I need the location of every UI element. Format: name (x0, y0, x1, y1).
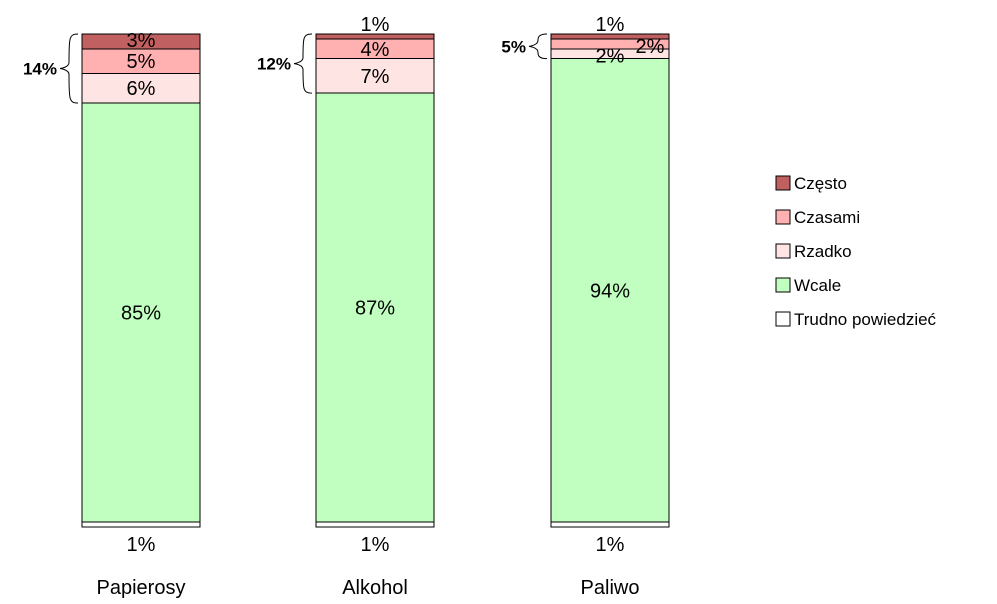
legend-swatch-trudno-powiedziec (775, 311, 791, 327)
legend-label-wcale: Wcale (794, 276, 841, 295)
data-label-czasami-papierosy: 5% (127, 51, 156, 73)
brace-total-paliwo: 5% (501, 37, 526, 56)
bar-segment-czesto-alkohol (315, 33, 435, 40)
legend-swatch-czasami (775, 209, 791, 225)
bar-segment-wcale-alkohol (315, 92, 435, 523)
brace-layer: 14% 12% 5% (23, 33, 548, 104)
data-label-wcale-papierosy: 85% (121, 303, 161, 325)
category-label-alkohol: Alkohol (342, 577, 408, 599)
data-label-czesto-alkohol: 1% (361, 14, 390, 36)
data-label-rzadko-papierosy: 6% (127, 78, 156, 100)
brace-total-alkohol: 12% (257, 55, 291, 74)
legend-label-trudno-powiedziec: Trudno powiedzieć (794, 310, 937, 329)
bar-segment-trudno-powiedziec-paliwo (550, 521, 670, 528)
brace-alkohol (293, 33, 313, 94)
legend-swatch-rzadko (775, 243, 791, 259)
bar-segment-trudno-powiedziec-alkohol (315, 521, 435, 528)
brace-papierosy (59, 33, 79, 104)
data-label-rzadko-paliwo: 2% (596, 46, 625, 68)
legend-swatch-czesto (775, 175, 791, 191)
category-label-papierosy: Papierosy (97, 577, 186, 599)
category-labels-layer: Papierosy Alkohol Paliwo (97, 577, 640, 599)
data-label-rzadko-alkohol: 7% (361, 66, 390, 88)
legend-label-czesto: Często (794, 174, 847, 193)
legend-label-czasami: Czasami (794, 208, 860, 227)
data-label-trudno-powiedziec-paliwo: 1% (596, 534, 625, 556)
category-label-paliwo: Paliwo (581, 577, 640, 599)
bar-segment-czesto-papierosy (81, 33, 201, 50)
bar-segment-trudno-powiedziec-papierosy (81, 521, 201, 528)
brace-total-papierosy: 14% (23, 60, 57, 79)
brace-paliwo (528, 33, 548, 60)
legend-label-rzadko: Rzadko (794, 242, 852, 261)
data-label-czasami-paliwo: 2% (636, 36, 665, 58)
data-label-wcale-paliwo: 94% (590, 280, 630, 302)
legend-swatch-wcale (775, 277, 791, 293)
legend: Często Czasami Rzadko Wcale Trudno powiedzie… (775, 174, 937, 329)
data-label-czasami-alkohol: 4% (361, 39, 390, 61)
bar-segment-rzadko-papierosy (81, 72, 201, 104)
data-label-trudno-powiedziec-papierosy: 1% (127, 534, 156, 556)
segment-labels-layer: 1%85%6%5%3%1%87%7%4%1%1%94%2% 2%1% (121, 14, 665, 556)
bars-layer (81, 33, 670, 528)
data-label-trudno-powiedziec-alkohol: 1% (361, 534, 390, 556)
bar-segment-rzadko-alkohol (315, 58, 435, 94)
bar-segment-czesto-paliwo (550, 33, 670, 40)
data-label-wcale-alkohol: 87% (355, 298, 395, 320)
bar-segment-wcale-paliwo (550, 58, 670, 523)
bar-segment-wcale-papierosy (81, 102, 201, 523)
data-label-czesto-paliwo: 1% (596, 14, 625, 36)
data-label-czesto-papierosy: 3% (127, 30, 156, 52)
